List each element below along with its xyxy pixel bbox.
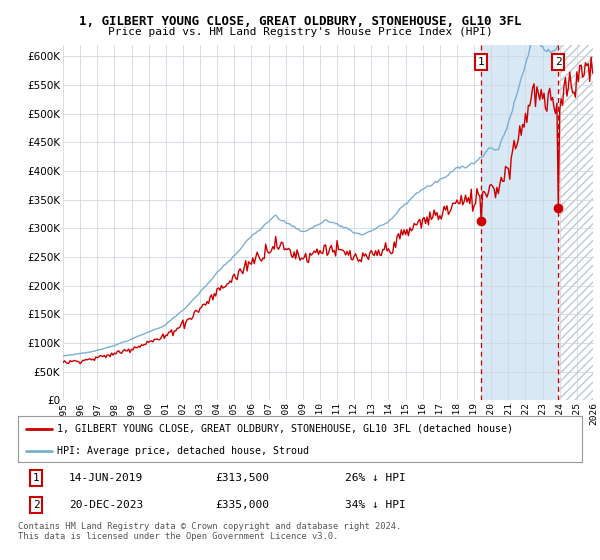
Bar [559,45,593,400]
Text: 14-JUN-2019: 14-JUN-2019 [69,473,143,483]
Text: 1, GILBERT YOUNG CLOSE, GREAT OLDBURY, STONEHOUSE, GL10 3FL: 1, GILBERT YOUNG CLOSE, GREAT OLDBURY, S… [79,15,521,27]
Text: Price paid vs. HM Land Registry's House Price Index (HPI): Price paid vs. HM Land Registry's House … [107,27,493,37]
Bar [559,45,593,400]
Text: £313,500: £313,500 [215,473,269,483]
Text: HPI: Average price, detached house, Stroud: HPI: Average price, detached house, Stro… [58,446,310,455]
Text: 2: 2 [32,500,40,510]
Text: 26% ↓ HPI: 26% ↓ HPI [345,473,406,483]
Text: 20-DEC-2023: 20-DEC-2023 [69,500,143,510]
Text: 1, GILBERT YOUNG CLOSE, GREAT OLDBURY, STONEHOUSE, GL10 3FL (detached house): 1, GILBERT YOUNG CLOSE, GREAT OLDBURY, S… [58,424,514,434]
Text: 1: 1 [32,473,40,483]
Text: Contains HM Land Registry data © Crown copyright and database right 2024.
This d: Contains HM Land Registry data © Crown c… [18,522,401,542]
Bar [481,45,559,400]
Text: £335,000: £335,000 [215,500,269,510]
Text: 2: 2 [555,57,562,67]
Text: 1: 1 [478,57,485,67]
Text: 34% ↓ HPI: 34% ↓ HPI [345,500,406,510]
